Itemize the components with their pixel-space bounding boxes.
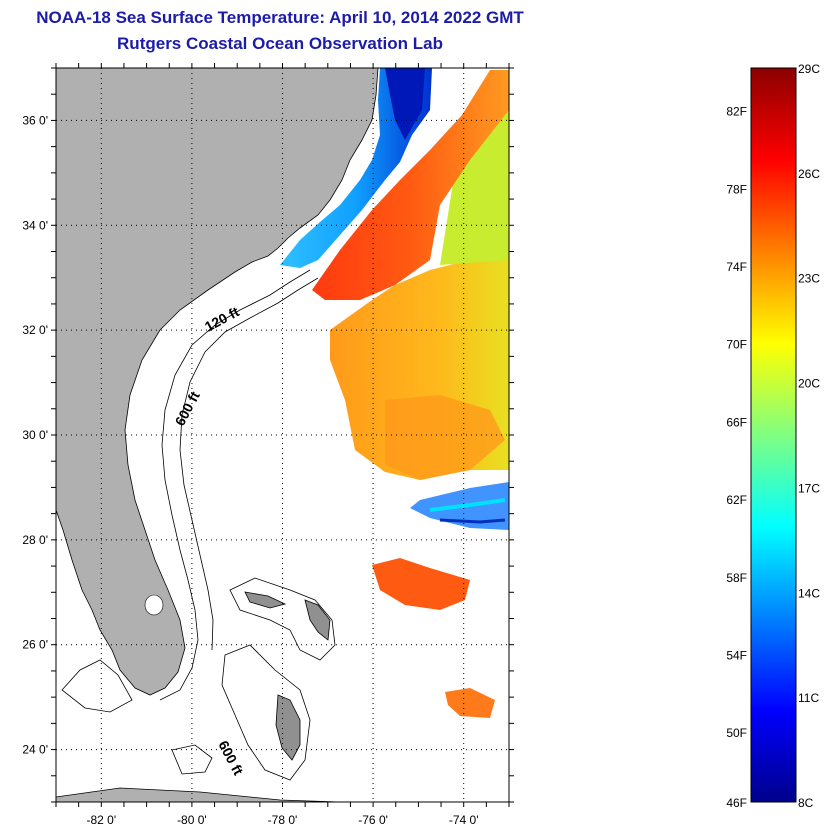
colorbar-labels: 46F 50F 54F 58F 62F 66F 70F 74F 78F 82F 8C 11C 14C 17…	[726, 62, 820, 810]
sst-colorbar: 46F 50F 54F 58F 62F 66F 70F 74F 78F 82F 8C 11C 14C 17…	[726, 62, 820, 810]
colorbar-f-label: 66F	[726, 415, 747, 429]
bahamas-grand	[244, 591, 287, 609]
colorbar-c-label: 29C	[798, 62, 820, 76]
colorbar-c-label: 23C	[798, 272, 820, 286]
hatteras-deep-blue	[385, 68, 425, 140]
colorbar-gradient	[750, 67, 797, 803]
colorbar-c-label: 20C	[798, 377, 820, 391]
colorbar-f-label: 54F	[726, 648, 747, 662]
lake-okeechobee	[144, 594, 164, 616]
lon-tick-label: -74 0'	[449, 813, 479, 827]
lon-tick-label: -76 0'	[358, 813, 388, 827]
map-subtitle: Rutgers Coastal Ocean Observation Lab	[117, 34, 443, 53]
south-small-patch	[445, 688, 495, 718]
lon-tick-label: -80 0'	[177, 813, 207, 827]
map-title: NOAA-18 Sea Surface Temperature: April 1…	[36, 8, 524, 27]
gulf-stream-sst	[312, 70, 509, 300]
colorbar-f-label: 82F	[726, 105, 747, 119]
lat-tick-label: 24 0'	[22, 743, 48, 757]
lat-tick-label: 28 0'	[22, 533, 48, 547]
contour-600ft	[179, 277, 319, 651]
colorbar-c-label: 11C	[798, 691, 819, 705]
colorbar-c-label: 8C	[798, 796, 814, 810]
bahamas-abaco	[304, 599, 331, 641]
eddy-cyan-line	[429, 498, 506, 512]
land-cuba	[56, 787, 341, 802]
south-warm-patch	[372, 558, 470, 610]
contour-bahamas-south	[221, 644, 311, 781]
lat-tick-label: 36 0'	[22, 113, 48, 127]
lat-lon-grid	[56, 68, 509, 802]
contour-cay-sal	[171, 744, 213, 775]
axis-ticks: -82 0' -80 0' -78 0' -76 0' -74 0' 24 0' 26 0'…	[22, 63, 514, 827]
colorbar-f-label: 46F	[726, 796, 747, 810]
lat-tick-label: 30 0'	[22, 428, 48, 442]
colorbar-f-label: 50F	[726, 726, 747, 740]
colorbar-f-label: 78F	[726, 182, 747, 196]
offshore-warm-patch	[385, 395, 505, 480]
coastal-cold-sst	[280, 68, 432, 268]
lon-tick-label: -82 0'	[86, 813, 116, 827]
colorbar-f-label: 74F	[726, 260, 747, 274]
colorbar-f-label: 58F	[726, 571, 747, 585]
northeast-green-sst	[440, 110, 509, 265]
colorbar-f-label: 62F	[726, 493, 747, 507]
sst-map: 120 ft 600 ft 600 ft -82 0' -80 0' -78 0' -…	[22, 63, 514, 827]
contour-bahamas	[229, 577, 336, 661]
contour-keys	[61, 659, 133, 713]
lat-tick-label: 26 0'	[22, 638, 48, 652]
colorbar-c-label: 17C	[798, 481, 820, 495]
colorbar-c-label: 14C	[798, 586, 820, 600]
lat-tick-label: 34 0'	[22, 218, 48, 232]
lon-tick-label: -78 0'	[268, 813, 298, 827]
land-southeast-us	[56, 68, 379, 696]
lat-tick-label: 32 0'	[22, 323, 48, 337]
colorbar-f-label: 70F	[726, 338, 747, 352]
eddy-blue-line	[439, 518, 506, 524]
colorbar-c-label: 26C	[798, 167, 820, 181]
